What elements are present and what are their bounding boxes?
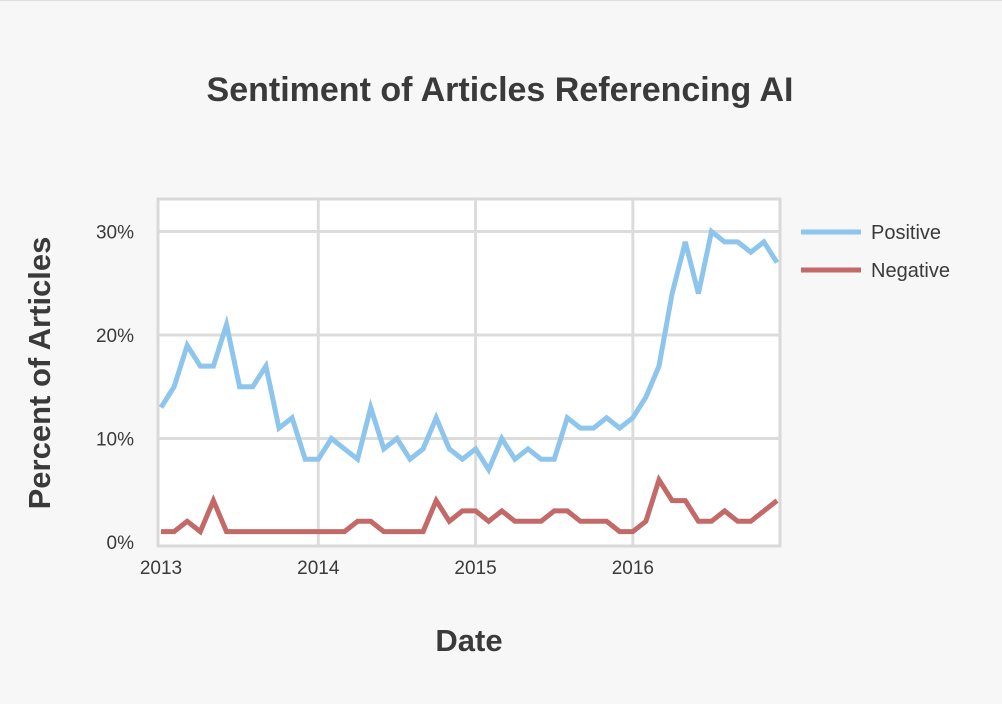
top-border [0,0,1002,1]
x-axis-title: Date [435,623,502,658]
y-tick-label: 30% [96,223,134,244]
x-axis: 2013 2014 2015 2016 [140,558,654,579]
series-group [158,227,780,536]
x-tick-label: 2014 [297,558,340,579]
y-axis: 0% 10% 20% 30% [96,223,134,555]
y-tick-label: 20% [96,326,134,347]
legend-label-negative: Negative [871,260,950,282]
x-tick-label: 2016 [612,558,654,579]
grid [158,199,780,546]
legend-label-positive: Positive [871,222,941,244]
legend: Positive Negative [801,222,950,282]
y-tick-label: 0% [107,533,135,554]
x-tick-label: 2015 [454,558,496,579]
y-axis-title: Percent of Articles [22,237,57,510]
x-tick-label: 2013 [140,558,182,579]
series-line-positive [158,227,780,475]
series-line-negative [161,474,779,536]
y-tick-label: 10% [96,430,134,451]
chart-title: Sentiment of Articles Referencing AI [207,71,794,109]
